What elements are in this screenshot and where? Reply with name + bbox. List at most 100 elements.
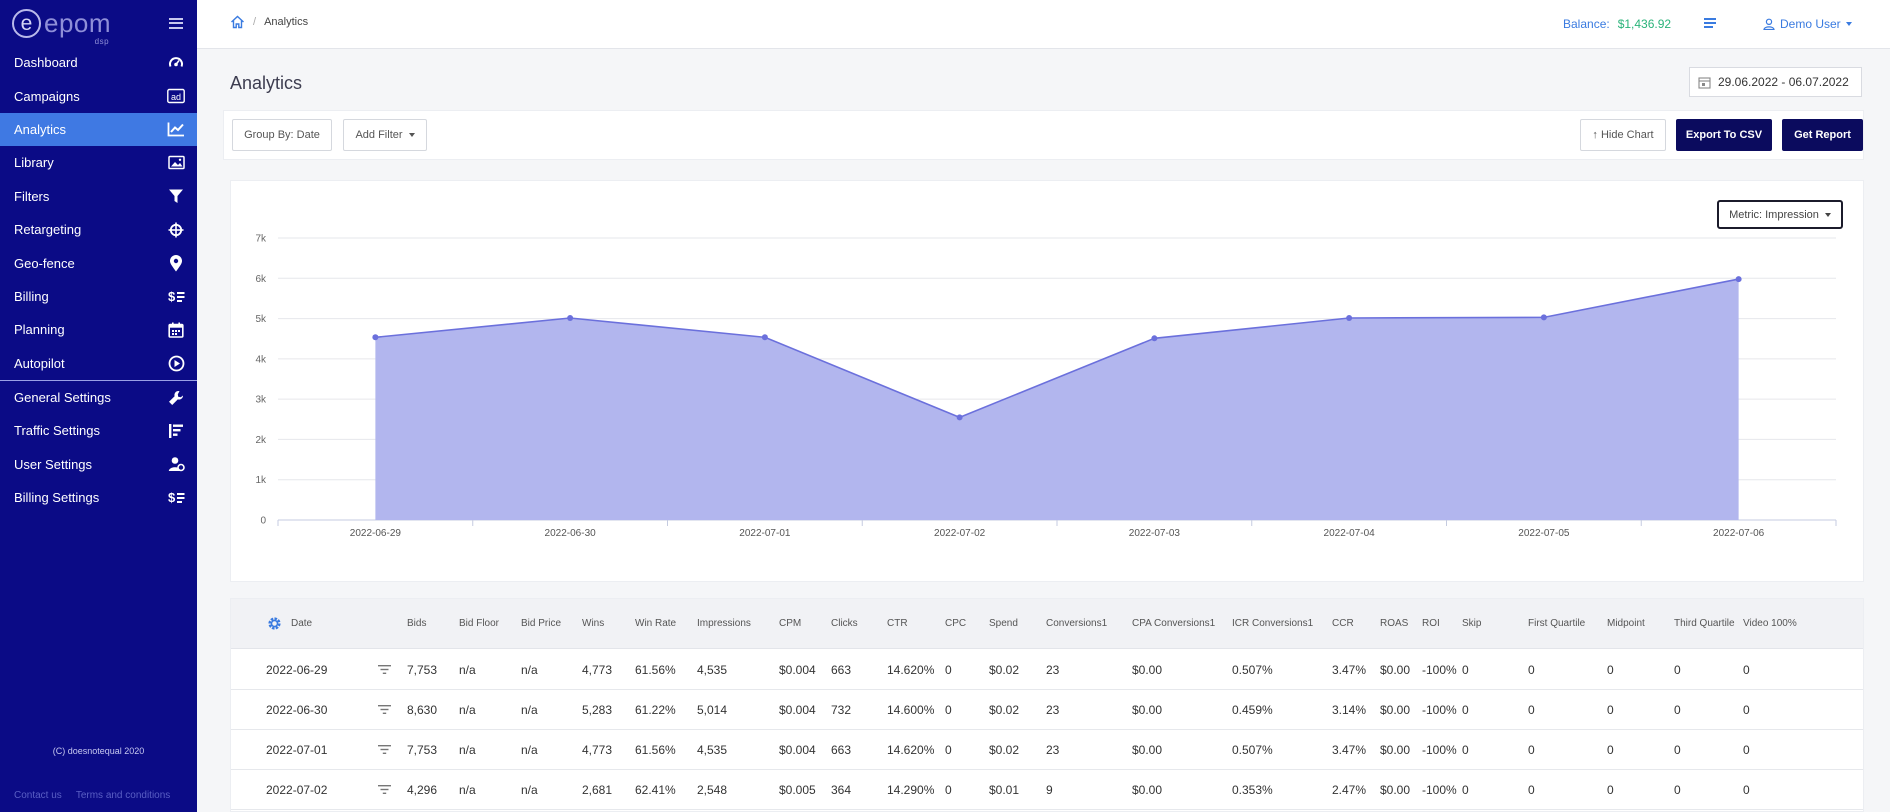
y-tick-label: 1k (255, 475, 267, 486)
column-header[interactable]: ICR Conversions1 (1232, 618, 1314, 629)
add-filter-button[interactable]: Add Filter (343, 119, 427, 151)
data-point (761, 334, 768, 341)
play-circle-icon (167, 354, 185, 372)
column-header[interactable]: Impressions (697, 618, 751, 629)
column-header[interactable]: Midpoint (1607, 618, 1645, 629)
metric-dropdown[interactable]: Metric: Impression (1717, 200, 1843, 229)
home-icon[interactable] (230, 15, 245, 29)
get-report-button[interactable]: Get Report (1782, 119, 1863, 151)
column-header[interactable]: Skip (1462, 618, 1482, 629)
terms-link[interactable]: Terms and conditions (75, 790, 171, 801)
sidebar-item-label: Retargeting (14, 222, 82, 238)
column-header[interactable]: CPA Conversions1 (1132, 618, 1216, 629)
hide-chart-label: ↑ Hide Chart (1592, 129, 1654, 141)
row-filter-icon[interactable] (378, 744, 391, 755)
sidebar-item-analytics[interactable]: Analytics (0, 112, 197, 147)
column-header[interactable]: Conversions1 (1046, 618, 1108, 629)
table-row[interactable]: 2022-06-30 8,630 n/a n/a 5,283 61.22% 5,014 $0.… (231, 690, 1863, 730)
sidebar-item-autopilot[interactable]: Autopilot (0, 347, 197, 380)
series-area (375, 279, 1739, 520)
sidebar-item-label: Dashboard (14, 55, 78, 71)
table-cell: 663 (831, 743, 852, 757)
sidebar-item-retargeting[interactable]: Retargeting (0, 213, 197, 246)
user-menu[interactable]: Demo User (1763, 17, 1852, 31)
group-by-button[interactable]: Group By: Date (232, 119, 332, 151)
sidebar-item-traffic-settings[interactable]: Traffic Settings (0, 414, 197, 447)
table-cell: 0 (1674, 703, 1681, 717)
logo-row: e epom dsp (0, 0, 197, 46)
table-cell: 9 (1046, 783, 1053, 797)
column-header[interactable]: CPC (945, 618, 967, 629)
sidebar-item-label: Geo-fence (14, 255, 75, 271)
sidebar-item-filters[interactable]: Filters (0, 180, 197, 213)
table-cell: $0.00 (1380, 783, 1411, 797)
column-header[interactable]: Win Rate (635, 618, 677, 629)
table-cell: $0.02 (989, 703, 1020, 717)
hide-chart-button[interactable]: ↑ Hide Chart (1580, 119, 1666, 151)
table-cell: 5,283 (582, 703, 613, 717)
table-row[interactable]: 2022-07-02 4,296 n/a n/a 2,681 62.41% 2,548 $0.… (231, 770, 1863, 810)
balance-label: Balance: (1563, 17, 1610, 31)
table-cell: $0.00 (1132, 703, 1163, 717)
sidebar-item-campaigns[interactable]: Campaigns ad (0, 79, 197, 112)
table-cell: 0 (1674, 783, 1681, 797)
sidebar-item-planning[interactable]: Planning (0, 313, 197, 346)
table-cell: 0 (1528, 743, 1535, 757)
y-tick-label: 4k (255, 354, 267, 365)
column-header[interactable]: Date (291, 618, 313, 629)
column-header[interactable]: Bid Price (521, 618, 562, 629)
column-header[interactable]: CCR (1332, 618, 1354, 629)
table-row[interactable]: 2022-07-01 7,753 n/a n/a 4,773 61.56% 4,535 $0.… (231, 730, 1863, 770)
data-point (1346, 315, 1353, 322)
menu-toggle-icon[interactable] (169, 17, 183, 29)
table-cell: 2022-06-29 (266, 663, 328, 677)
sidebar-item-billing-settings[interactable]: Billing Settings $ (0, 481, 197, 514)
column-header[interactable]: Clicks (831, 618, 858, 629)
column-header[interactable]: Spend (989, 618, 1018, 629)
column-header[interactable]: Wins (582, 618, 605, 629)
table-cell: 23 (1046, 703, 1060, 717)
table-cell: 732 (831, 703, 852, 717)
table-cell: 0.459% (1232, 703, 1273, 717)
table-cell: -100% (1422, 663, 1457, 677)
table-row[interactable]: 2022-06-29 7,753 n/a n/a 4,773 61.56% 4,535 $0.… (231, 650, 1863, 690)
row-filter-icon[interactable] (378, 664, 391, 675)
table-cell: 0 (1674, 663, 1681, 677)
table-cell: 2022-07-02 (266, 783, 328, 797)
sidebar-item-user-settings[interactable]: User Settings (0, 448, 197, 481)
sidebar-item-general-settings[interactable]: General Settings (0, 381, 197, 414)
sidebar-nav: Dashboard Campaigns ad Analytics Library Filt… (0, 46, 197, 514)
svg-text:$: $ (168, 289, 176, 304)
column-header[interactable]: Video 100% (1743, 618, 1797, 629)
table-cell: 0 (1462, 743, 1469, 757)
column-header[interactable]: Bid Floor (459, 618, 500, 629)
contact-link[interactable]: Contact us (14, 790, 62, 801)
table-cell: n/a (521, 743, 538, 757)
table-cell: $0.00 (1380, 703, 1411, 717)
export-csv-button[interactable]: Export To CSV (1676, 119, 1772, 151)
data-point (1735, 276, 1742, 283)
column-header[interactable]: ROI (1422, 618, 1440, 629)
sidebar-item-geo-fence[interactable]: Geo-fence (0, 246, 197, 279)
row-filter-icon[interactable] (378, 784, 391, 795)
column-header[interactable]: ROAS (1380, 618, 1409, 629)
column-header[interactable]: Third Quartile (1674, 618, 1735, 629)
y-tick-label: 3k (255, 395, 267, 406)
column-header[interactable]: Bids (407, 618, 427, 629)
sidebar-item-dashboard[interactable]: Dashboard (0, 46, 197, 79)
column-header[interactable]: CTR (887, 618, 908, 629)
sidebar-item-billing[interactable]: Billing $ (0, 280, 197, 313)
svg-text:ad: ad (171, 92, 181, 102)
column-header[interactable]: First Quartile (1528, 618, 1586, 629)
calendar-icon (167, 321, 185, 339)
table-cell: 364 (831, 783, 852, 797)
table-cell: 0 (945, 743, 952, 757)
sidebar-item-library[interactable]: Library (0, 146, 197, 179)
table-cell: 4,773 (582, 743, 613, 757)
list-icon[interactable] (1703, 17, 1717, 29)
date-range-picker[interactable]: 29.06.2022 - 06.07.2022 (1689, 67, 1862, 97)
column-header[interactable]: CPM (779, 618, 802, 629)
gear-icon[interactable] (267, 616, 282, 631)
logo[interactable]: e epom dsp (12, 8, 111, 46)
row-filter-icon[interactable] (378, 704, 391, 715)
